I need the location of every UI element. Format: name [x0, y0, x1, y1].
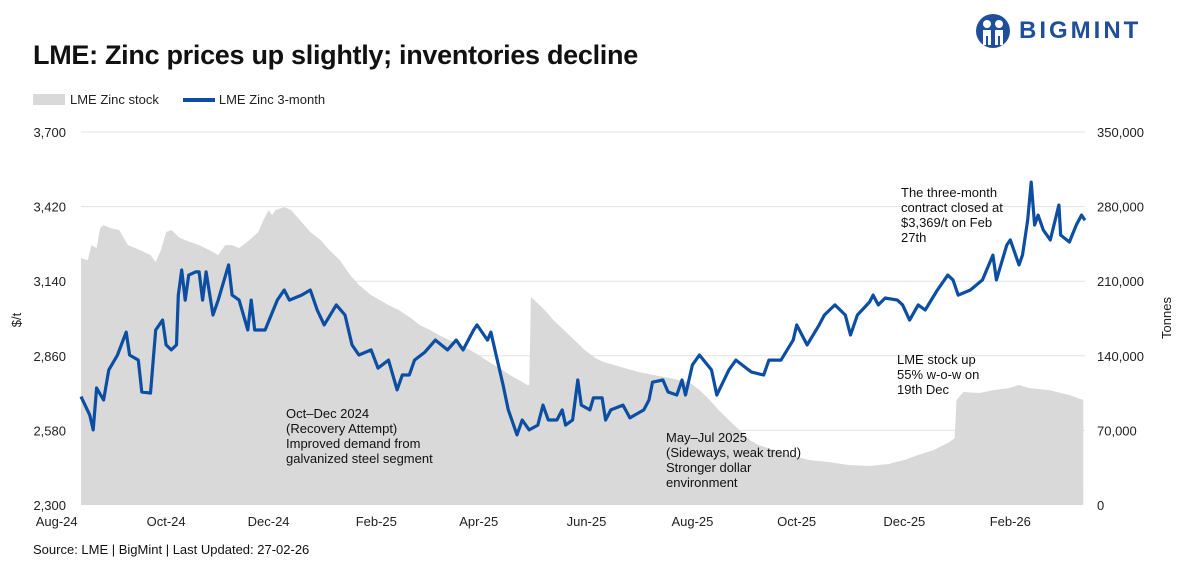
bigmint-logo-icon: [976, 14, 1010, 48]
bigmint-logo: BIGMINT: [975, 13, 1141, 49]
source-note: Source: LME | BigMint | Last Updated: 27…: [33, 542, 310, 557]
y-axis-right-label: Tonnes: [1159, 297, 1174, 339]
stock-area: [81, 207, 1084, 505]
x-tick-label: Apr-25: [459, 514, 498, 529]
x-tick-label: Oct-25: [777, 514, 816, 529]
y-right-tick-label: 280,000: [1097, 200, 1144, 215]
y-left-tick-label: 2,860: [33, 349, 66, 364]
y-right-tick-label: 0: [1097, 498, 1104, 513]
logo-text: BIGMINT: [1019, 17, 1142, 44]
x-tick-label: Jun-25: [567, 514, 607, 529]
legend-swatch-stock: [33, 94, 65, 105]
y-axis-left-label: $/t: [9, 312, 24, 327]
x-tick-label: Dec-25: [883, 514, 925, 529]
y-left-tick-label: 3,140: [33, 274, 66, 289]
x-tick-label: Aug-25: [671, 514, 713, 529]
chart-title: LME: Zinc prices up slightly; inventorie…: [33, 40, 638, 70]
price-line: [79, 180, 1087, 437]
y-right-tick-label: 70,000: [1097, 423, 1137, 438]
legend-swatch-price: [182, 97, 215, 102]
legend-label-stock: LME Zinc stock: [70, 92, 159, 107]
y-left-tick-label: 3,700: [33, 125, 66, 140]
legend: LME Zinc stock LME Zinc 3-month: [33, 92, 325, 107]
x-tick-label: Feb-25: [356, 514, 397, 529]
y-right-tick-label: 210,000: [1097, 274, 1144, 289]
x-tick-label: Feb-26: [990, 514, 1031, 529]
annotation-may-jul: May–Jul 2025 (Sideways, weak trend) Strong…: [666, 430, 801, 490]
x-tick-label: Oct-24: [147, 514, 186, 529]
annotation-close: The three-month contract closed at $3,369/…: [901, 185, 1003, 245]
y-right-tick-label: 140,000: [1097, 349, 1144, 364]
y-left-tick-label: 3,420: [33, 200, 66, 215]
legend-label-price: LME Zinc 3-month: [218, 92, 326, 107]
y-left-tick-label: 2,300: [33, 498, 66, 513]
annotation-stock-up: LME stock up 55% w-o-w on 19th Dec: [897, 352, 979, 397]
x-tick-label: Aug-24: [36, 514, 78, 529]
x-tick-label: Dec-24: [248, 514, 290, 529]
y-left-tick-label: 2,580: [33, 423, 66, 438]
y-right-tick-label: 350,000: [1097, 125, 1144, 140]
annotation-oct-dec: Oct–Dec 2024 (Recovery Attempt) Improved d…: [286, 406, 433, 466]
